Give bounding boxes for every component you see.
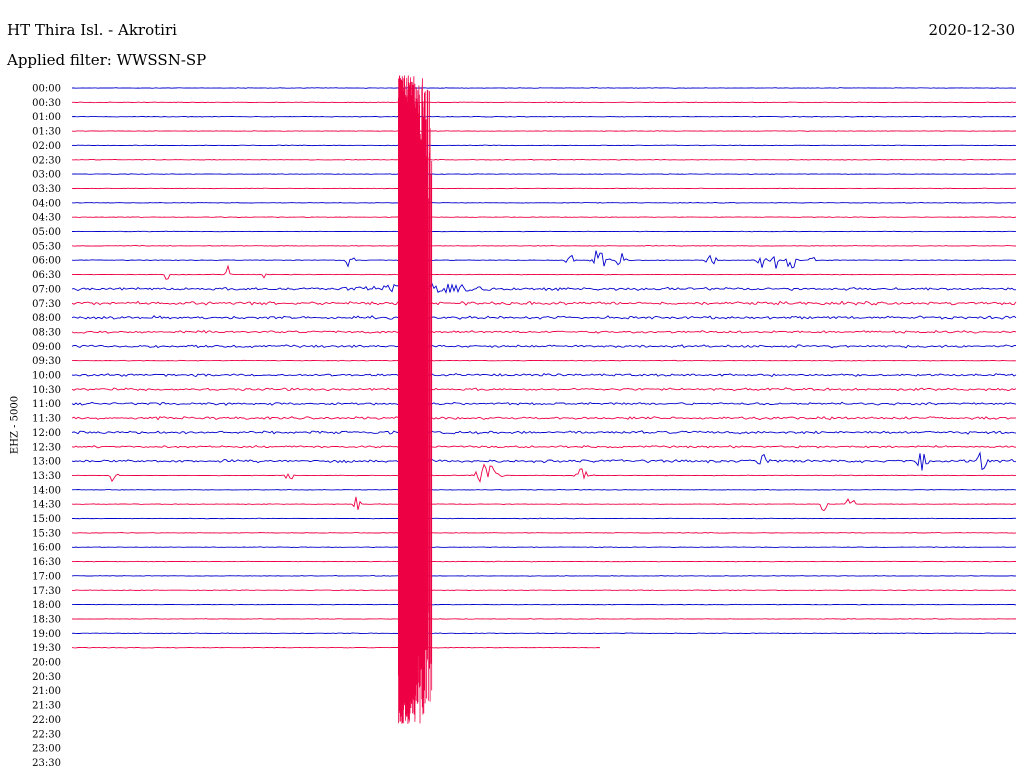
- seismic-trace: [72, 101, 1017, 104]
- y-tick-label: 04:30: [32, 213, 61, 224]
- seismic-trace: [71, 646, 601, 649]
- seismic-trace: [71, 282, 1017, 295]
- seismic-trace: [71, 387, 1017, 392]
- seismic-trace: [71, 329, 1017, 334]
- seismic-trace: [72, 603, 1017, 606]
- seismic-trace: [71, 575, 1017, 577]
- seismic-trace: [71, 532, 1017, 534]
- y-tick-label: 14:00: [32, 485, 61, 496]
- y-tick-label: 03:30: [32, 184, 61, 195]
- earthquake-signal: [398, 75, 433, 724]
- y-tick-label: 15:00: [32, 514, 61, 525]
- y-tick-label: 19:30: [32, 643, 61, 654]
- y-tick-label: 19:00: [32, 629, 61, 640]
- seismic-trace: [71, 560, 1016, 563]
- y-tick-label: 07:00: [32, 284, 61, 295]
- seismic-trace: [71, 463, 1017, 483]
- seismic-trace: [71, 173, 1017, 175]
- seismic-trace: [72, 230, 1017, 233]
- y-tick-label: 15:30: [32, 528, 61, 539]
- y-tick-label: 07:30: [32, 299, 61, 310]
- y-tick-label: 03:00: [32, 170, 61, 181]
- seismic-trace: [71, 489, 1017, 491]
- seismic-trace: [71, 589, 1016, 592]
- y-tick-label: 12:30: [32, 442, 61, 453]
- y-tick-label: 11:30: [32, 414, 61, 425]
- seismic-trace: [71, 444, 1017, 449]
- y-tick-label: 00:00: [32, 84, 61, 95]
- y-tick-label: 18:30: [32, 614, 61, 625]
- seismic-trace: [71, 632, 1017, 635]
- filter-label: Applied filter: WWSSN-SP: [7, 51, 207, 69]
- y-tick-label: 08:00: [32, 313, 61, 324]
- seismic-trace: [71, 300, 1017, 306]
- seismic-trace: [71, 250, 1017, 269]
- y-tick-label: 20:30: [32, 672, 61, 683]
- seismic-trace: [71, 372, 1017, 378]
- seismic-trace: [71, 401, 1017, 406]
- seismic-trace: [71, 496, 1016, 512]
- seismic-trace: [71, 264, 1017, 280]
- y-tick-label: 20:00: [32, 658, 61, 669]
- y-tick-label: 16:30: [32, 557, 61, 568]
- seismic-trace: [72, 87, 1017, 89]
- y-tick-label: 02:30: [32, 155, 61, 166]
- y-tick-label: 22:00: [32, 715, 61, 726]
- seismic-trace: [71, 201, 1017, 204]
- y-tick-label: 11:00: [32, 399, 61, 410]
- y-tick-label: 22:30: [32, 729, 61, 740]
- y-tick-label: 06:00: [32, 256, 61, 267]
- y-tick-label: 06:30: [32, 270, 61, 281]
- y-tick-label: 12:00: [32, 428, 61, 439]
- y-tick-label: 00:30: [32, 98, 61, 109]
- y-tick-label: 05:30: [32, 241, 61, 252]
- y-tick-label: 17:30: [32, 586, 61, 597]
- y-tick-label: 21:30: [32, 701, 61, 712]
- y-tick-label: 01:00: [32, 112, 61, 123]
- y-tick-label: 13:00: [32, 457, 61, 468]
- seismic-trace: [71, 115, 1017, 118]
- seismic-trace: [71, 187, 1017, 190]
- seismic-trace: [71, 130, 1016, 132]
- seismic-trace: [72, 359, 1017, 362]
- y-tick-label: 14:30: [32, 500, 61, 511]
- y-tick-label: 08:30: [32, 327, 61, 338]
- seismic-trace: [71, 618, 1017, 620]
- seismic-trace: [71, 546, 1017, 549]
- seismic-trace: [71, 245, 1017, 247]
- y-tick-label: 13:30: [32, 471, 61, 482]
- seismic-trace: [71, 144, 1017, 147]
- station-title: HT Thira Isl. - Akrotiri: [7, 21, 177, 39]
- seismic-trace: [71, 416, 1017, 421]
- y-tick-label: 17:00: [32, 571, 61, 582]
- y-tick-label: 10:30: [32, 385, 61, 396]
- y-tick-label: 10:00: [32, 371, 61, 382]
- seismic-trace: [71, 158, 1017, 161]
- y-tick-label: 09:00: [32, 342, 61, 353]
- seismic-trace: [71, 315, 1017, 320]
- y-tick-label: 23:00: [32, 744, 61, 755]
- y-tick-label: 05:00: [32, 227, 61, 238]
- seismic-trace: [71, 344, 1017, 349]
- y-tick-label: 09:30: [32, 356, 61, 367]
- y-tick-label: 18:00: [32, 600, 61, 611]
- date-label: 2020-12-30: [928, 21, 1015, 39]
- seismic-trace: [71, 451, 1017, 471]
- y-tick-label: 16:00: [32, 543, 61, 554]
- y-tick-label: 02:00: [32, 141, 61, 152]
- seismic-trace: [71, 430, 1017, 435]
- y-tick-label: 04:00: [32, 198, 61, 209]
- seismic-trace: [72, 216, 1017, 218]
- y-tick-label: 21:00: [32, 686, 61, 697]
- y-tick-label: 23:30: [32, 758, 61, 769]
- seismic-trace: [72, 517, 1017, 520]
- y-tick-label: 01:30: [32, 127, 61, 138]
